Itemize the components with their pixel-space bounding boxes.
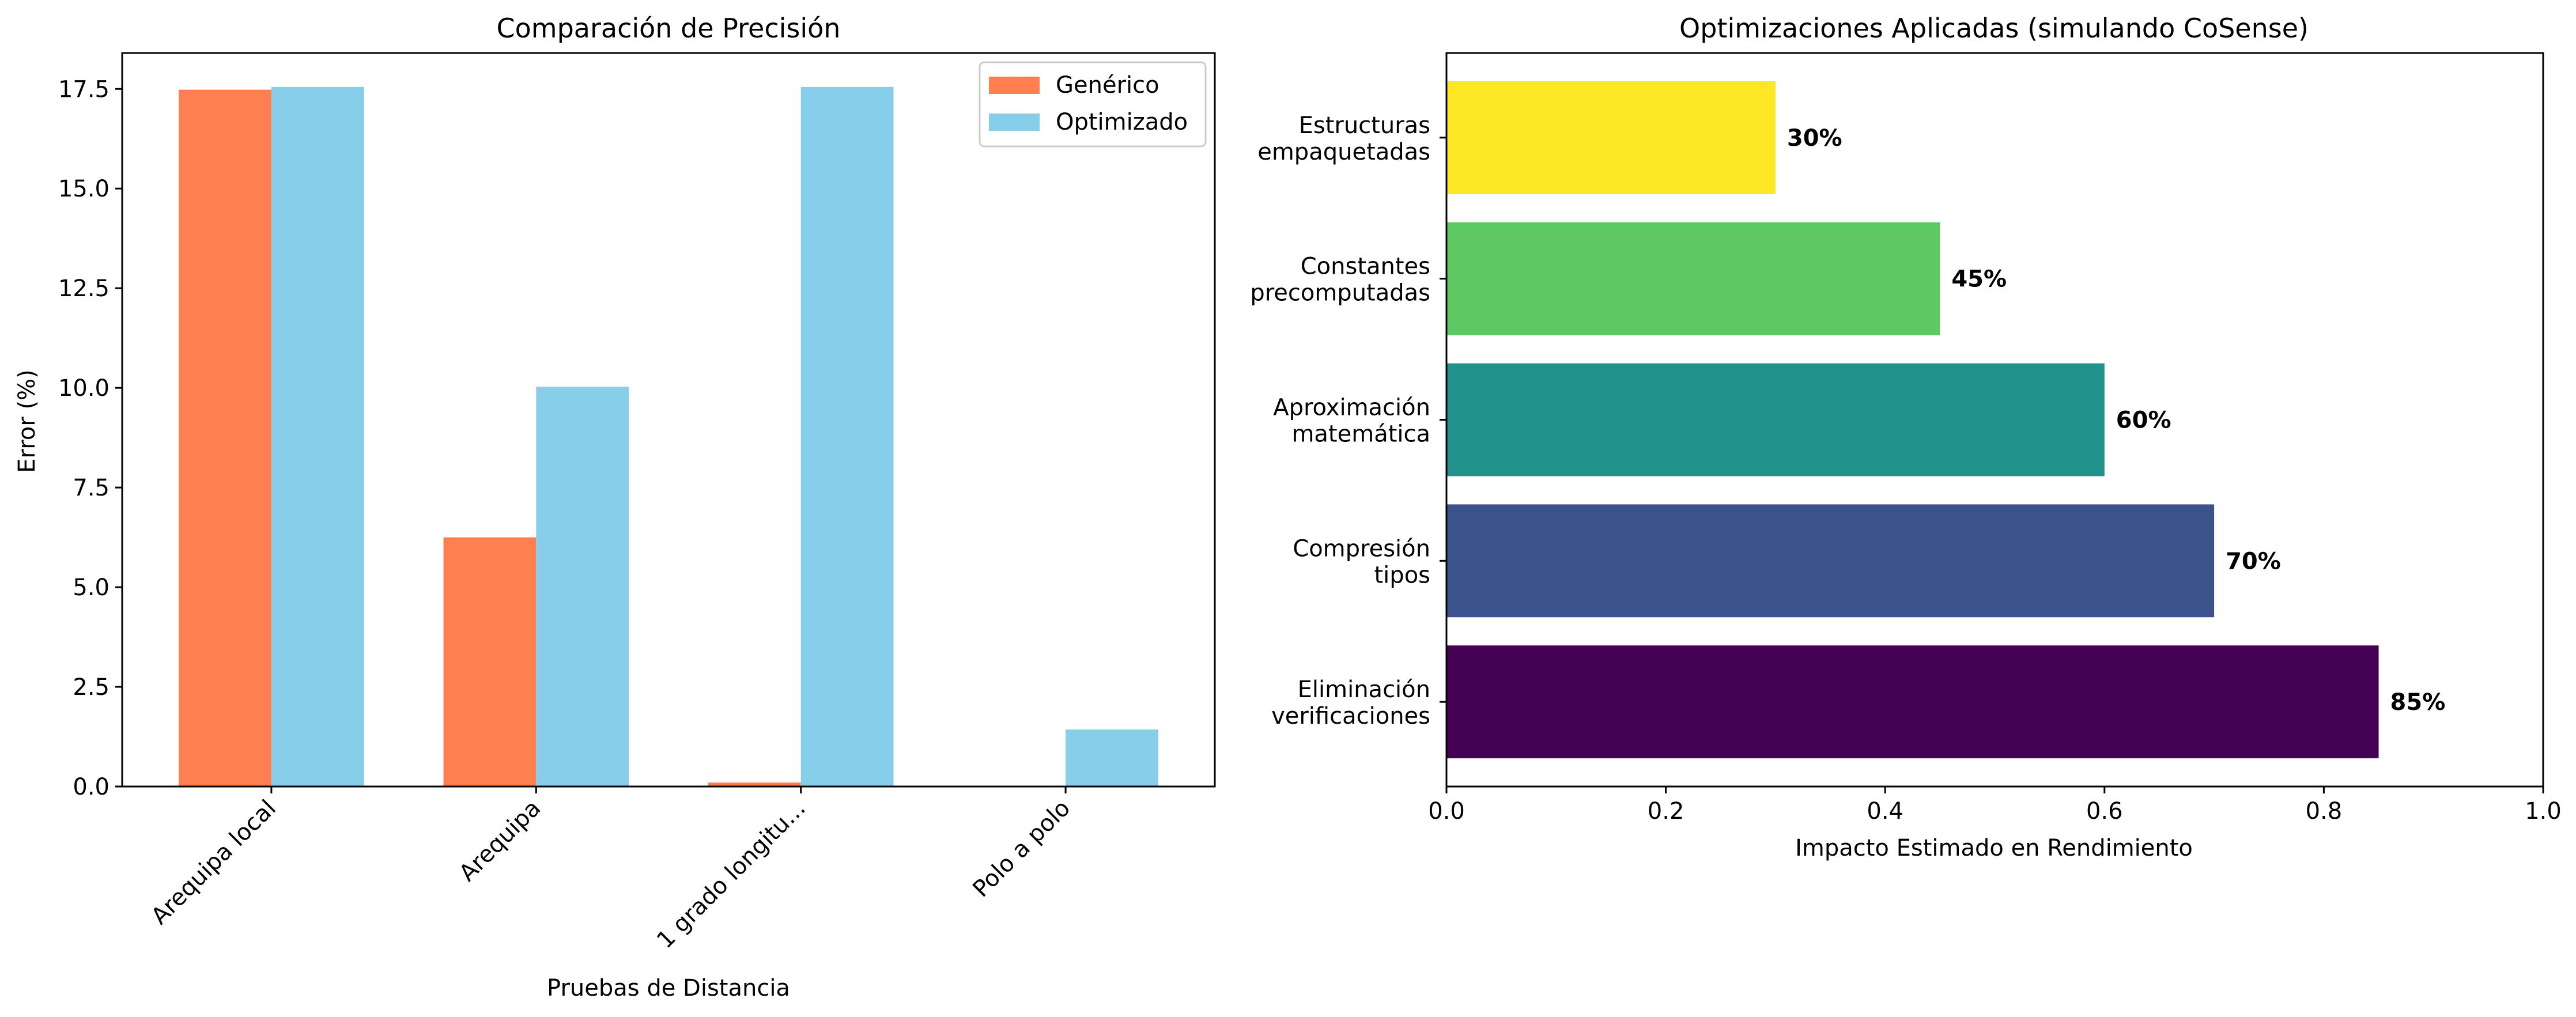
bar-value-label: 60% [2116,407,2171,434]
y-tick-label: 7.5 [73,475,109,501]
y-tick-label: verificaciones [1271,703,1430,729]
y-tick-label: 2.5 [73,674,109,701]
y-tick-label: Constantes [1301,254,1430,280]
bar [1446,363,2105,477]
x-tick-label: 0.8 [2306,798,2343,825]
plot-frame [121,52,1216,788]
y-tick-label: 0.0 [73,774,109,800]
legend-label: Genérico [1056,72,1159,99]
x-axis-label: Pruebas de Distancia [547,975,790,1001]
y-tick-label: 15.0 [58,176,109,202]
y-tick-label: tipos [1374,562,1431,588]
bar [1446,81,1776,194]
bar-generico [443,537,537,787]
bar-value-label: 30% [1787,125,1842,152]
y-tick-label: 5.0 [73,574,109,601]
y-tick-label: matemática [1291,421,1430,448]
legend-swatch [989,77,1040,94]
bar-optimizado [800,86,894,787]
chart-applied-optimizations: Optimizaciones Aplicadas (simulando CoSe… [1250,13,2562,861]
y-axis-label: Error (%) [14,369,40,472]
bar [1446,645,2379,759]
bar-generico [179,89,271,787]
y-tick-label: Compresión [1293,535,1430,562]
y-tick-label: Aproximación [1273,395,1430,421]
y-tick-label: Estructuras [1299,112,1430,139]
y-tick-label: 12.5 [58,275,109,302]
plot-frame [1445,52,2544,788]
x-axis-label: Impacto Estimado en Rendimiento [1795,835,2193,861]
chart-title: Optimizaciones Aplicadas (simulando CoSe… [1679,13,2309,44]
chart-precision-comparison: Comparación de Precisión Pruebas de Dist… [14,13,1216,1001]
y-tick-label: 10.0 [58,375,109,402]
legend: Genérico Optimizado [979,61,1207,148]
chart-title: Comparación de Precisión [497,13,841,44]
x-tick-label: 1 grado longitu... [652,795,811,954]
x-tick-label: 1.0 [2525,798,2562,825]
x-tick-label: Arequipa [454,795,546,887]
legend-label: Optimizado [1056,109,1188,135]
bar-optimizado [271,86,364,787]
x-tick-label: 0.2 [1648,798,1684,825]
legend-swatch [989,114,1040,131]
x-tick-label: 0.6 [2086,798,2123,825]
y-tick-label: 17.5 [58,76,109,103]
bar-optimizado [1066,729,1158,787]
bar-value-label: 70% [2226,548,2281,574]
x-tick-label: 0.0 [1428,798,1465,825]
bar-value-label: 45% [1951,266,2007,293]
bar-value-label: 85% [2390,689,2446,716]
bar-optimizado [536,387,629,787]
y-tick-label: empaquetadas [1257,139,1430,165]
x-tick-label: Arequipa local [146,795,281,930]
bar-generico [708,782,801,787]
bar [1446,222,1940,335]
y-tick-label: Eliminación [1298,676,1430,703]
x-tick-label: Polo a polo [968,795,1075,903]
bar [1446,504,2215,618]
y-tick-label: precomputadas [1250,280,1430,307]
x-tick-label: 0.4 [1867,798,1903,825]
